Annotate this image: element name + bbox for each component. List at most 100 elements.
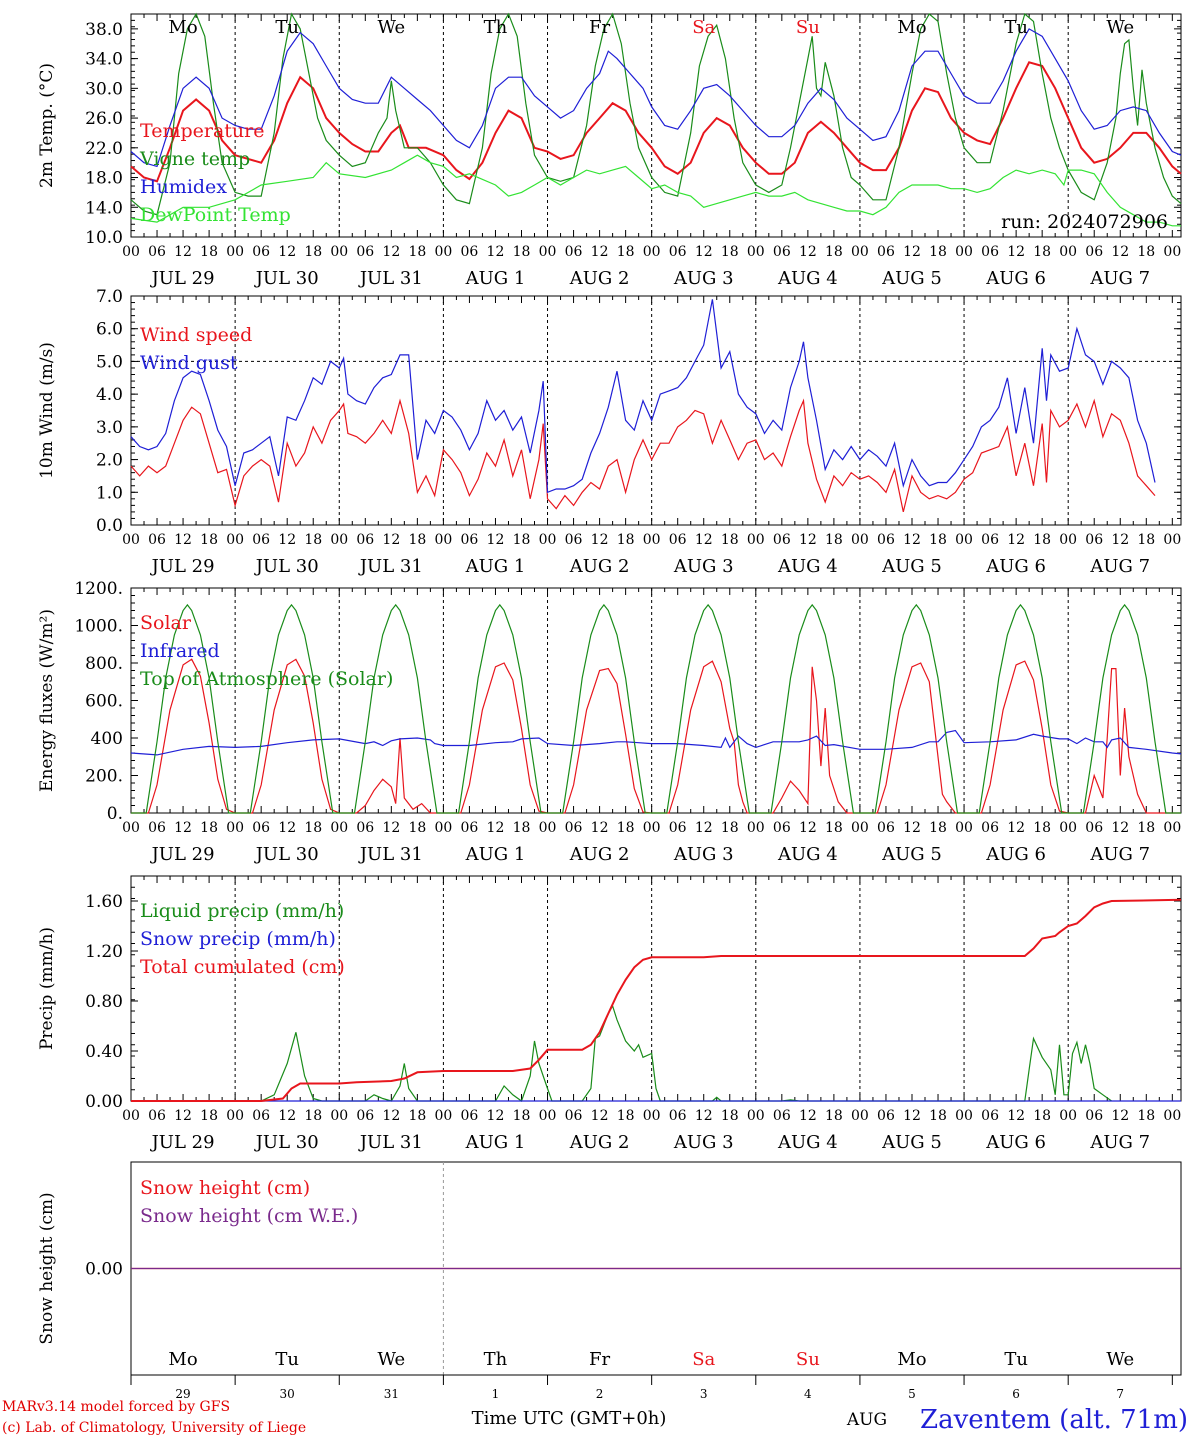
y-axis-label: 2m Temp. (°C): [37, 63, 57, 188]
x-tick-label: 12: [799, 820, 817, 836]
x-tick-label: 18: [825, 244, 843, 260]
panel-energy: 00 06 12 18 00 06 12 18 00 06 12 18 00 06 12 18 00 06 12 18…: [37, 579, 1182, 865]
x-tick-label: 12: [799, 1108, 817, 1124]
x-tick-label: 06: [877, 244, 895, 260]
x-tick-label: 00: [226, 244, 244, 260]
x-tick-label: 18: [200, 532, 218, 548]
x-tick-label: 18: [408, 1108, 426, 1124]
x-tick-label: 18: [1137, 532, 1155, 548]
x-tick-label: 12: [695, 244, 713, 260]
x-tick-label: 00: [330, 820, 348, 836]
x-tick-label: 00: [122, 532, 140, 548]
x-tick-label: 12: [1007, 532, 1025, 548]
x-tick-label: 18: [1033, 820, 1051, 836]
x-tick-label: 00: [643, 1108, 661, 1124]
y-tick-label: 1.0: [96, 483, 123, 503]
y-tick-label: 400: [91, 729, 123, 749]
x-tick-label: 12: [695, 1108, 713, 1124]
panel-snow: 0.00 Snow height (cm) Snow height (cm) Snow…: [37, 1161, 1182, 1376]
x-tick-label: 18: [513, 1108, 531, 1124]
bottom-day-number: 30: [280, 1387, 295, 1401]
x-tick-label: 12: [591, 820, 609, 836]
run-label: run: 2024072906: [1001, 211, 1168, 233]
x-tick-label: 18: [929, 1108, 947, 1124]
x-tick-label: 12: [174, 1108, 192, 1124]
x-tick-label: 06: [148, 1108, 166, 1124]
x-tick-label: 06: [252, 820, 270, 836]
date-label: AUG 6: [985, 268, 1046, 289]
x-tick-label: 18: [825, 1108, 843, 1124]
series-wind-speed: [130, 398, 1156, 513]
x-tick-label: 06: [461, 820, 479, 836]
x-tick-label: 00: [955, 820, 973, 836]
x-tick-label: 06: [981, 820, 999, 836]
x-tick-label: 00: [851, 1108, 869, 1124]
x-tick-label: 12: [591, 244, 609, 260]
x-tick-label: 00: [122, 244, 140, 260]
x-tick-label: 12: [799, 244, 817, 260]
x-tick-label: 00: [643, 820, 661, 836]
x-tick-label: 00: [434, 1108, 452, 1124]
series-temperature: [130, 61, 1182, 183]
x-tick-label: 18: [1033, 244, 1051, 260]
x-tick-label: 12: [903, 820, 921, 836]
x-tick-label: 12: [1007, 820, 1025, 836]
day-name: Sa: [692, 17, 715, 38]
series-infrared: [130, 729, 1182, 756]
date-label: JUL 31: [358, 1132, 423, 1153]
date-label: JUL 29: [150, 268, 215, 289]
x-tick-label: 12: [903, 1108, 921, 1124]
x-tick-label: 12: [591, 1108, 609, 1124]
x-tick-label: 18: [1033, 532, 1051, 548]
y-tick-label: 34.0: [85, 50, 123, 70]
date-label: AUG 5: [881, 268, 942, 289]
date-label: AUG 4: [777, 268, 838, 289]
x-tick-label: 00: [330, 1108, 348, 1124]
y-tick-label: 26.0: [85, 109, 123, 129]
x-tick-label: 06: [1085, 1108, 1103, 1124]
x-tick-label: 00: [955, 1108, 973, 1124]
x-tick-label: 06: [356, 244, 374, 260]
legend-entry: Top of Atmosphere (Solar): [140, 668, 393, 690]
x-tick-label: 18: [1137, 1108, 1155, 1124]
bottom-day-number: 31: [384, 1387, 399, 1401]
x-tick-label: 06: [461, 1108, 479, 1124]
y-tick-label: 38.0: [85, 20, 123, 40]
legend-entry: Solar: [140, 612, 192, 634]
x-tick-label: 18: [1033, 1108, 1051, 1124]
x-tick-label: 06: [356, 1108, 374, 1124]
x-tick-label: 12: [278, 532, 296, 548]
x-tick-label: 00: [1059, 532, 1077, 548]
series-dewpoint-temp: [130, 154, 1181, 227]
date-label: AUG 2: [569, 268, 630, 289]
credit-lab: (c) Lab. of Climatology, University of L…: [2, 1420, 307, 1436]
day-name: We: [377, 17, 405, 38]
date-label: AUG 7: [1089, 844, 1150, 865]
x-tick-label: 00: [226, 1108, 244, 1124]
x-tick-label: 12: [1007, 1108, 1025, 1124]
x-tick-label: 12: [487, 820, 505, 836]
y-axis-label: Snow height (cm): [37, 1192, 57, 1344]
x-tick-label: 18: [513, 532, 531, 548]
x-tick-label: 12: [1111, 1108, 1129, 1124]
x-tick-label: 12: [487, 532, 505, 548]
x-tick-label: 06: [669, 820, 687, 836]
legend-entry: Snow precip (mm/h): [140, 928, 336, 950]
x-tick-label: 00: [747, 1108, 765, 1124]
series-wind-gust: [130, 299, 1156, 494]
date-label: JUL 30: [254, 844, 319, 865]
y-axis-label: Energy fluxes (W/m²): [37, 609, 57, 792]
x-tick-label: 18: [825, 820, 843, 836]
y-tick-label: 6.0: [96, 320, 123, 340]
legend-entry: Snow height (cm W.E.): [140, 1205, 358, 1227]
x-tick-label: 00: [122, 820, 140, 836]
y-tick-label: 0.80: [85, 992, 123, 1012]
x-tick-label: 18: [721, 1108, 739, 1124]
x-tick-label: 00: [434, 532, 452, 548]
x-tick-label: 06: [773, 244, 791, 260]
x-tick-label: 00: [1163, 244, 1181, 260]
x-tick-label: 12: [1111, 244, 1129, 260]
x-tick-label: 06: [461, 244, 479, 260]
bottom-day-number: 3: [700, 1387, 708, 1401]
bottom-day-number: 5: [908, 1387, 916, 1401]
